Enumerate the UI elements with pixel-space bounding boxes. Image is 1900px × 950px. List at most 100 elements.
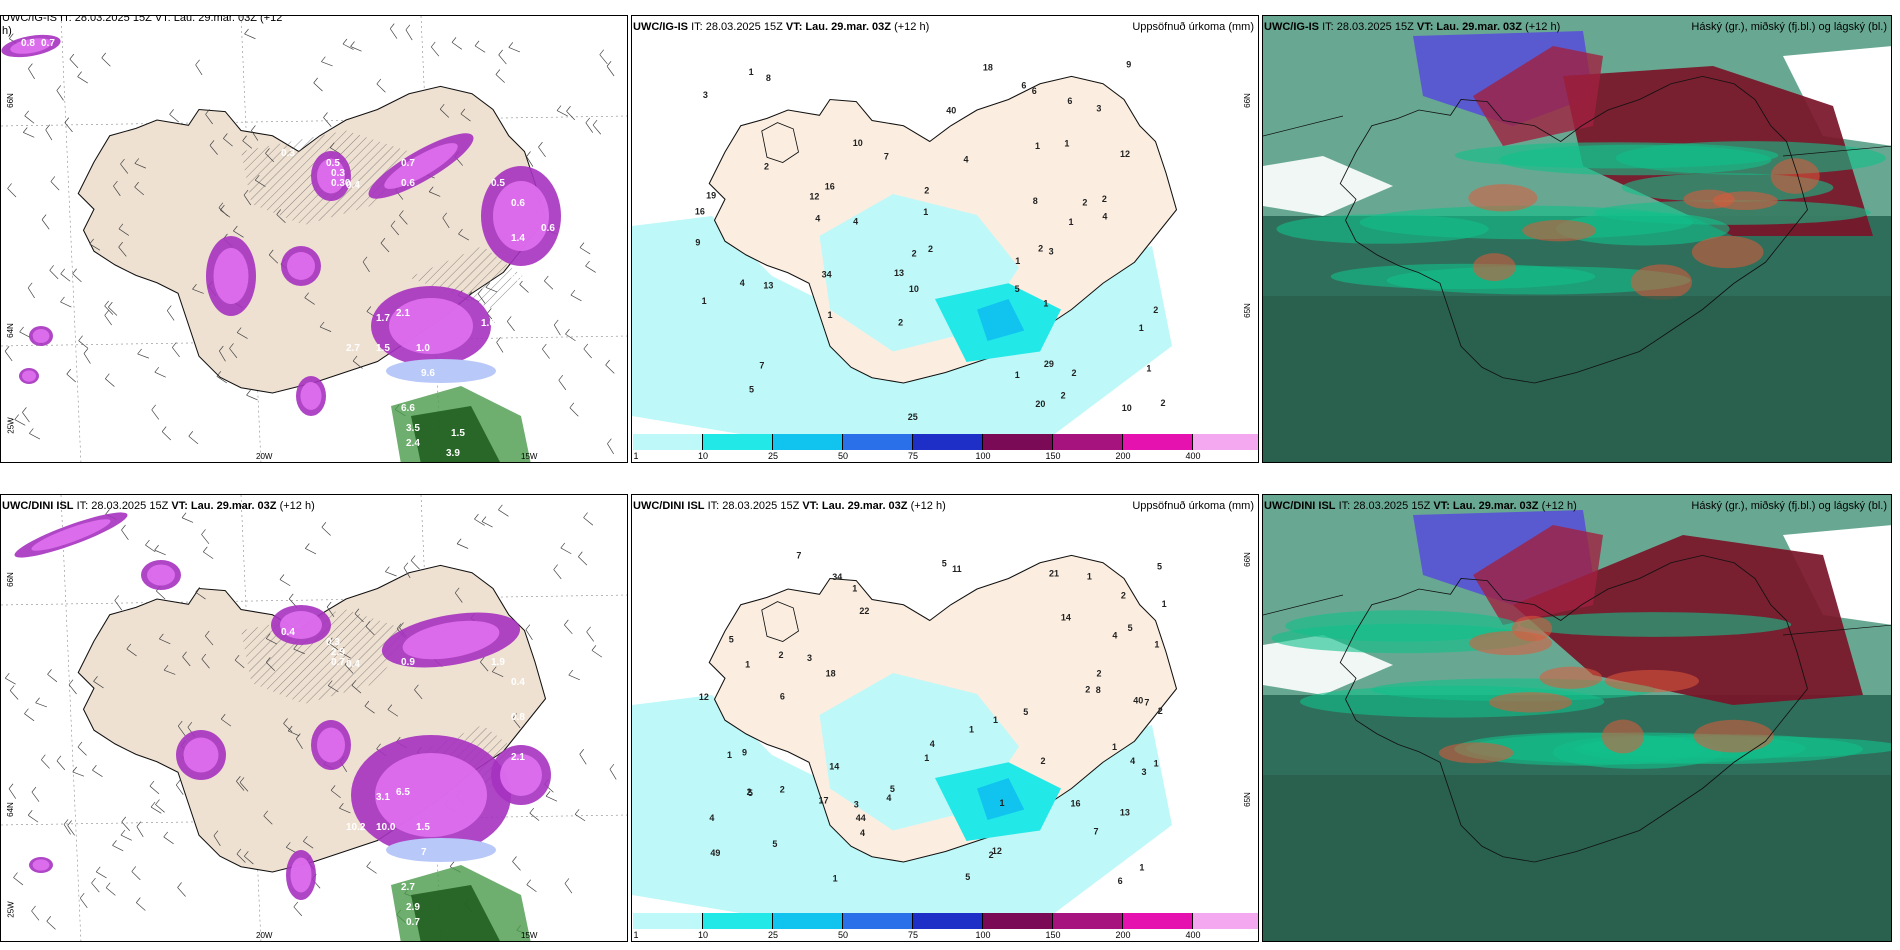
wind-barb-shaft [41,219,50,230]
wind-barb-shaft [50,181,60,191]
wind-barb-flag [485,282,491,288]
wind-barb-flag [586,626,591,633]
precip-value-label: 7 [884,151,889,161]
precip-value-label: 3 [1142,767,1147,777]
snow-value-label: 3.5 [406,423,420,434]
lon-label-20: 20W [256,931,273,940]
wind-barb-shaft [68,684,77,695]
legend-tick-label: 150 [1045,930,1061,940]
legend-bar [633,434,1258,450]
wind-barb-flag [376,743,381,750]
precip-value-label: 20 [1035,399,1045,409]
wind-barb [31,786,40,802]
wind-barb-flag [525,624,531,630]
model-name: UWC/DINI ISL [633,500,705,512]
wind-barb [399,210,408,225]
wind-barb [605,359,615,374]
wind-barb [585,260,596,273]
wind-barb [175,779,184,795]
wind-barb-flag [396,623,402,629]
wind-barb [283,718,293,733]
wind-barb-shaft [177,887,186,897]
wind-barb-shaft [67,825,75,836]
wind-barb-shaft [583,517,594,526]
wind-barb [27,810,39,823]
legend-tick-label: 200 [1115,451,1131,461]
header-line-1: UWC/IG-IS IT: 28.03.2025 15Z VT: Lau. 29… [2,15,283,24]
legend-swatch [633,913,703,929]
wind-barb-shaft [220,209,231,218]
wind-barb [321,522,331,536]
wind-barb-flag [47,669,52,675]
precip-area-light [632,695,1172,915]
wind-barb [66,368,77,383]
legend-tick-label: 75 [907,451,919,461]
wind-barb [564,619,573,635]
wind-barb-shaft [354,613,364,623]
wind-barb-flag [287,725,293,732]
wind-barb-shaft [31,910,40,921]
wind-barb [47,669,58,683]
wind-barb [161,426,172,441]
wind-barb-shaft [544,280,554,290]
panel-title: Háský (gr.), miðský (fj.bl.) og lágský (… [1691,500,1887,512]
wind-barb [410,555,420,570]
wind-barb [265,633,278,645]
wind-barb-flag [72,766,78,773]
wind-barb-shaft [389,28,398,39]
wind-barb [519,279,529,293]
wind-barb [72,268,82,283]
wind-barb-shaft [442,217,450,229]
wind-barb [583,343,592,359]
wind-barb-flag [9,33,14,39]
snow-value-label: 1.5 [376,343,390,354]
wind-barb [525,624,533,640]
wind-barb-shaft [585,265,596,273]
wind-barb-flag [508,42,514,48]
snow-value-label: 2.7 [346,343,360,354]
wind-barb [327,680,339,693]
mixed-precip-area [386,838,496,862]
wind-barb [430,41,440,57]
precip-value-label: 1 [1069,217,1074,227]
wind-barb [244,28,256,40]
wind-barb-flag [204,630,210,637]
wind-barb-flag [491,666,497,672]
wind-barb-flag [454,587,460,594]
wind-barb [137,348,149,359]
legend-tick-label: 10 [697,451,709,461]
wind-barb-flag [244,28,249,35]
precip-value-label: 12 [699,692,709,702]
wind-barb-flag [24,708,29,714]
wind-barb-shaft [607,443,614,455]
wind-barb-flag [195,587,200,593]
wind-barb-flag [89,238,94,245]
wind-barb-shaft [410,560,420,570]
wind-barb-shaft [161,431,172,441]
wind-barb-flag [220,204,225,211]
wind-barb [8,783,17,799]
wind-barb-shaft [223,138,233,147]
wind-barb-shaft [565,333,576,342]
wind-barb-flag [545,791,551,797]
snow-value-label: 3.2 [481,865,495,876]
wind-barb [234,654,245,669]
wind-barb-shaft [72,771,85,777]
wind-barb [480,656,489,672]
wind-barb-flag [399,622,404,628]
wind-barb-shaft [239,782,249,792]
wind-barb-shaft [344,664,354,674]
wind-barb [303,836,314,849]
snow-value-label: 0.4 [281,627,295,638]
wind-barb [498,504,509,517]
legend-swatch [843,434,913,450]
cloud-band [1330,263,1596,290]
wind-barb [474,513,485,526]
wind-barb [390,220,400,236]
wind-barb-flag [201,529,206,535]
wind-barb-shaft [233,230,244,238]
wind-barb-flag [569,402,575,409]
wind-barb-shaft [31,791,40,802]
valid-time: VT: Lau. 29.mar. 03Z [171,500,277,512]
wind-barb-flag [112,840,117,846]
